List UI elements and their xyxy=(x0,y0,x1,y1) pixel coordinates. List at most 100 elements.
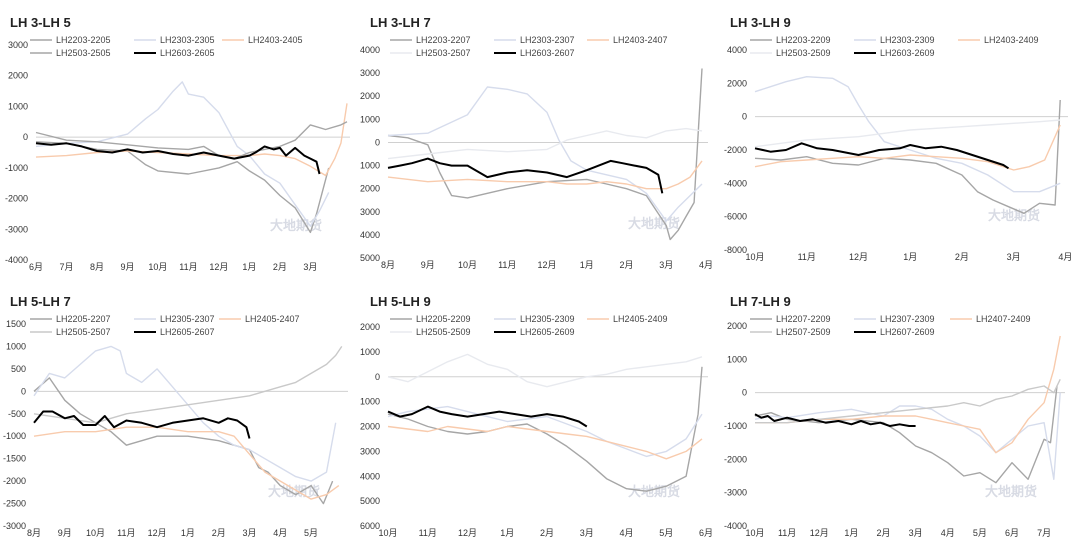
x-tick-label: 8月 xyxy=(90,262,104,272)
legend-entry: LH2203-2205 xyxy=(30,35,111,45)
chart-title: LH 5-LH 9 xyxy=(370,294,431,309)
legend-entry: LH2205-2207 xyxy=(30,314,111,324)
x-tick-label: 12月 xyxy=(849,252,868,262)
legend-label: LH2303-2305 xyxy=(160,35,215,45)
x-tick-label: 2月 xyxy=(212,528,226,538)
series-line-LH2403-2405 xyxy=(35,103,348,177)
x-tick-label: 9月 xyxy=(58,528,72,538)
x-tick-label: 12月 xyxy=(148,528,167,538)
chart-title: LH 3-LH 5 xyxy=(10,15,71,30)
y-tick-label: -3000 xyxy=(360,446,380,456)
y-tick-label: 4000 xyxy=(360,45,380,55)
x-tick-label: 5月 xyxy=(304,528,318,538)
y-tick-label: 3000 xyxy=(8,40,28,50)
x-tick-label: 4月 xyxy=(273,528,287,538)
y-tick-label: 1000 xyxy=(8,101,28,111)
x-tick-label: 7月 xyxy=(59,262,73,272)
series-line-LH2307-2309 xyxy=(754,392,1061,481)
y-tick-label: 3000 xyxy=(360,68,380,78)
y-tick-label: 0 xyxy=(742,388,747,398)
x-tick-label: 11月 xyxy=(798,252,816,262)
y-tick-label: -3000 xyxy=(724,488,747,498)
legend-label: LH2305-2307 xyxy=(160,314,215,324)
series-line-LH2503-2507 xyxy=(387,127,703,160)
series-line-LH2603-2609 xyxy=(754,142,1010,170)
y-tick-label: -2000 xyxy=(724,145,747,155)
series-line-LH2603-2605 xyxy=(35,142,321,175)
series-line-LH2303-2305 xyxy=(35,81,330,227)
watermark: 大地期货 xyxy=(628,216,680,231)
legend-label: LH2405-2407 xyxy=(245,314,300,324)
y-tick-label: -6000 xyxy=(724,212,747,222)
chart-title: LH 7-LH 9 xyxy=(730,294,791,309)
series-line-LH2403-2409 xyxy=(754,124,1061,171)
x-tick-label: 5月 xyxy=(973,528,987,538)
x-tick-label: 9月 xyxy=(421,260,435,270)
chart-4: LH 5-LH 7大地期货150010005000-500-1000-1500-… xyxy=(3,294,348,538)
legend-label: LH2205-2209 xyxy=(416,314,471,324)
legend-entry: LH2503-2505 xyxy=(30,48,111,58)
x-tick-label: 2月 xyxy=(876,528,890,538)
y-tick-label: -1000 xyxy=(724,421,747,431)
x-tick-label: 12月 xyxy=(537,260,556,270)
series-line-LH2407-2409 xyxy=(755,335,1061,454)
y-tick-label: -2000 xyxy=(360,422,380,432)
series-line-LH2405-2409 xyxy=(387,425,703,460)
legend-entry: LH2507-2509 xyxy=(750,327,831,337)
series-line-LH2403-2407 xyxy=(387,160,703,190)
x-tick-label: 4月 xyxy=(941,528,955,538)
x-tick-label: 10月 xyxy=(86,528,105,538)
series-line-LH2303-2309 xyxy=(754,75,1061,193)
series-line-LH2303-2307 xyxy=(387,86,703,222)
x-tick-label: 5月 xyxy=(659,528,673,538)
x-tick-label: 8月 xyxy=(381,260,395,270)
x-tick-label: 6月 xyxy=(1005,528,1019,538)
x-tick-label: 8月 xyxy=(27,528,41,538)
series-line-LH2305-2307 xyxy=(33,345,337,482)
series-line-LH2603-2607 xyxy=(387,157,664,194)
legend-label: LH2603-2605 xyxy=(160,48,215,58)
legend-label: LH2203-2205 xyxy=(56,35,111,45)
x-tick-label: 1月 xyxy=(500,528,514,538)
series-line-LH2503-2505 xyxy=(35,121,348,160)
y-tick-label: -1500 xyxy=(3,454,26,464)
chart-6: LH 7-LH 9 大地期货 2000 1000 0 -1000 -2000 -3000 -40… xyxy=(724,294,1065,538)
legend-label: LH2207-2209 xyxy=(776,314,831,324)
legend-entry: LH2505-2507 xyxy=(30,327,111,337)
x-tick-label: 12月 xyxy=(458,528,477,538)
y-tick-label: -5000 xyxy=(360,253,380,263)
y-tick-label: 1000 xyxy=(727,354,747,364)
y-tick-label: 0 xyxy=(742,112,747,122)
x-tick-label: 4月 xyxy=(620,528,634,538)
y-tick-label: -4000 xyxy=(360,230,380,240)
chart-1: LH 3-LH 5大地期货3000200010000-1000-2000-300… xyxy=(5,15,350,272)
legend-label: LH2405-2409 xyxy=(613,314,668,324)
x-tick-label: 1月 xyxy=(903,252,917,262)
y-tick-label: -4000 xyxy=(5,255,28,265)
y-tick-label: -8000 xyxy=(724,245,747,255)
y-tick-label: -2000 xyxy=(5,194,28,204)
x-tick-label: 1月 xyxy=(181,528,195,538)
legend-entry: LH2203-2209 xyxy=(750,35,831,45)
legend-entry: LH2305-2307 xyxy=(134,314,215,324)
x-tick-label: 4月 xyxy=(1058,252,1072,262)
y-tick-label: 2000 xyxy=(360,91,380,101)
y-tick-label: -500 xyxy=(8,409,26,419)
x-tick-label: 11月 xyxy=(179,262,197,272)
chart-3: LH 3-LH 9 大地期货 4000 2000 0 -2000 -4000 -6000 -80… xyxy=(724,15,1072,262)
x-tick-label: 11月 xyxy=(419,528,437,538)
y-tick-label: 1000 xyxy=(360,347,380,357)
x-tick-label: 11月 xyxy=(117,528,135,538)
watermark: 大地期货 xyxy=(628,484,680,499)
legend-entry: LH2305-2309 xyxy=(494,314,575,324)
y-tick-label: -2000 xyxy=(3,476,26,486)
y-tick-label: -3000 xyxy=(360,207,380,217)
x-tick-label: 3月 xyxy=(303,262,317,272)
y-tick-label: 1500 xyxy=(6,319,26,329)
series-line-LH2207-2209 xyxy=(754,385,1058,484)
legend-label: LH2303-2309 xyxy=(880,35,935,45)
legend-entry: LH2303-2309 xyxy=(854,35,935,45)
y-tick-label: -1000 xyxy=(360,161,380,171)
legend-entry: LH2505-2509 xyxy=(390,327,471,337)
legend-label: LH2603-2607 xyxy=(520,48,575,58)
